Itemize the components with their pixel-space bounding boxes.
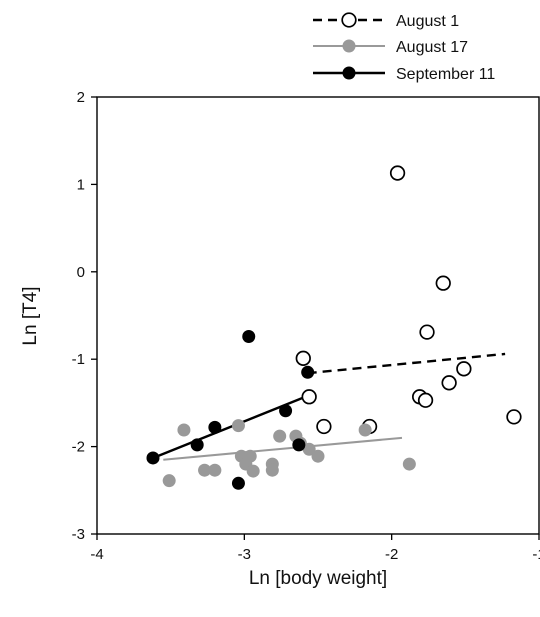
data-points bbox=[146, 165, 522, 490]
point-august-17 bbox=[198, 463, 212, 477]
point-august-1 bbox=[417, 392, 434, 408]
point-september-11 bbox=[292, 438, 306, 452]
point-september-11 bbox=[190, 438, 204, 452]
y-tick-label: 0 bbox=[77, 264, 85, 281]
point-august-17 bbox=[208, 463, 222, 477]
point-august-17 bbox=[243, 449, 257, 463]
legend-label: September 11 bbox=[396, 66, 495, 83]
point-august-1 bbox=[301, 389, 317, 405]
legend-item-august-1: August 1 bbox=[313, 12, 459, 30]
fit-line-august-1 bbox=[307, 352, 506, 375]
legend: August 1 August 17 September 11 bbox=[313, 12, 495, 83]
point-august-17 bbox=[358, 423, 372, 437]
point-august-17 bbox=[162, 474, 176, 488]
y-axis-title: Ln [T4] bbox=[20, 286, 41, 345]
x-axis-title: Ln [body weight] bbox=[249, 568, 387, 589]
point-september-11 bbox=[146, 451, 160, 465]
x-tick-label: -1 bbox=[532, 546, 540, 563]
legend-item-september-11: September 11 bbox=[313, 66, 495, 83]
x-axis-ticks: -4 -3 -2 -1 bbox=[90, 534, 540, 563]
point-september-11 bbox=[279, 404, 293, 418]
legend-marker bbox=[342, 39, 356, 53]
point-august-1 bbox=[435, 275, 451, 291]
point-august-17 bbox=[231, 419, 245, 433]
point-august-1 bbox=[506, 409, 522, 425]
point-september-11 bbox=[301, 365, 315, 379]
x-tick-label: -3 bbox=[238, 546, 251, 563]
point-august-17 bbox=[177, 423, 191, 437]
y-tick-label: -2 bbox=[72, 439, 85, 456]
legend-marker bbox=[342, 66, 356, 80]
y-tick-label: -3 bbox=[72, 526, 85, 543]
point-august-1 bbox=[295, 350, 311, 366]
plot-frame bbox=[96, 96, 540, 535]
point-august-17 bbox=[246, 464, 260, 478]
legend-label: August 17 bbox=[396, 39, 468, 56]
point-september-11 bbox=[208, 420, 222, 434]
point-september-11 bbox=[231, 476, 245, 490]
point-august-1 bbox=[316, 418, 332, 435]
fit-lines bbox=[152, 352, 506, 461]
legend-label: August 1 bbox=[396, 13, 459, 30]
y-tick-label: 2 bbox=[77, 89, 85, 106]
point-august-1 bbox=[456, 361, 472, 377]
point-august-1 bbox=[389, 165, 406, 181]
legend-marker bbox=[341, 12, 357, 28]
point-august-17 bbox=[311, 449, 325, 463]
point-september-11 bbox=[242, 329, 256, 343]
y-axis-ticks: 2 1 0 -1 -2 -3 bbox=[72, 89, 97, 543]
x-tick-label: -2 bbox=[385, 546, 398, 563]
point-august-1 bbox=[419, 324, 435, 340]
point-august-17 bbox=[273, 429, 287, 443]
y-tick-label: 1 bbox=[77, 176, 85, 193]
point-august-17 bbox=[302, 442, 316, 456]
fit-line-august-17 bbox=[163, 436, 403, 461]
axes: -4 -3 -2 -1 2 1 0 -1 -2 -3 bbox=[72, 89, 540, 563]
point-august-17 bbox=[265, 463, 279, 477]
point-august-1 bbox=[441, 375, 457, 391]
y-tick-label: -1 bbox=[72, 351, 85, 368]
x-tick-label: -4 bbox=[90, 546, 103, 563]
point-august-17 bbox=[402, 457, 416, 471]
legend-item-august-17: August 17 bbox=[313, 39, 468, 56]
